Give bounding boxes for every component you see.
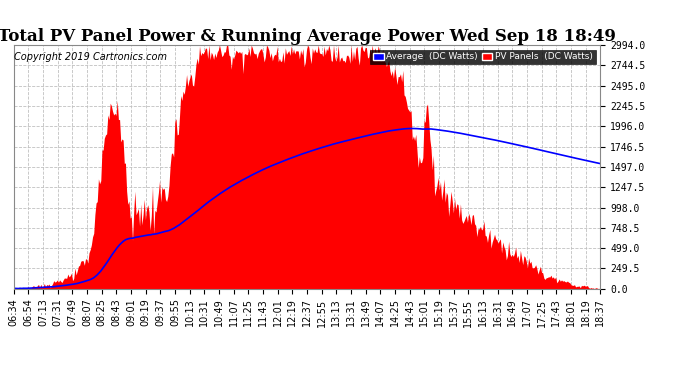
Title: Total PV Panel Power & Running Average Power Wed Sep 18 18:49: Total PV Panel Power & Running Average P… <box>0 28 616 45</box>
Legend: Average  (DC Watts), PV Panels  (DC Watts): Average (DC Watts), PV Panels (DC Watts) <box>370 50 595 64</box>
Text: Copyright 2019 Cartronics.com: Copyright 2019 Cartronics.com <box>14 53 168 62</box>
